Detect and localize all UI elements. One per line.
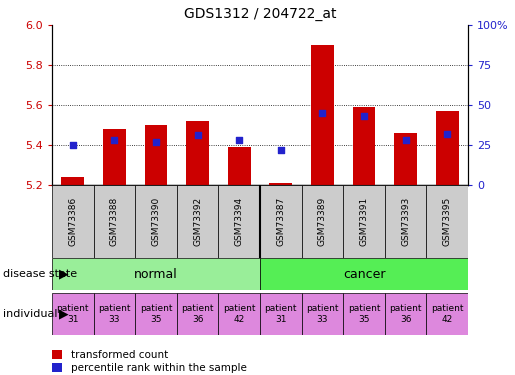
FancyBboxPatch shape <box>52 293 94 335</box>
Bar <box>353 107 375 185</box>
Text: patient
35: patient 35 <box>140 304 172 324</box>
FancyBboxPatch shape <box>177 185 218 258</box>
Text: patient
31: patient 31 <box>57 304 89 324</box>
Text: patient
42: patient 42 <box>431 304 464 324</box>
Text: GSM73392: GSM73392 <box>193 197 202 246</box>
Bar <box>145 125 167 185</box>
Point <box>360 113 368 119</box>
Text: GSM73391: GSM73391 <box>359 197 369 246</box>
FancyBboxPatch shape <box>52 258 260 290</box>
Text: patient
31: patient 31 <box>265 304 297 324</box>
Text: ▶: ▶ <box>59 267 69 280</box>
Text: GSM73394: GSM73394 <box>235 197 244 246</box>
Point <box>277 147 285 153</box>
Text: cancer: cancer <box>343 267 385 280</box>
FancyBboxPatch shape <box>426 185 468 258</box>
Legend: transformed count, percentile rank within the sample: transformed count, percentile rank withi… <box>52 350 247 374</box>
FancyBboxPatch shape <box>94 293 135 335</box>
Title: GDS1312 / 204722_at: GDS1312 / 204722_at <box>184 7 336 21</box>
Text: GSM73389: GSM73389 <box>318 197 327 246</box>
Point <box>443 131 451 137</box>
FancyBboxPatch shape <box>260 258 468 290</box>
Point <box>194 132 202 138</box>
FancyBboxPatch shape <box>94 185 135 258</box>
Bar <box>228 147 251 185</box>
FancyBboxPatch shape <box>218 293 260 335</box>
Bar <box>269 183 292 185</box>
Text: patient
42: patient 42 <box>223 304 255 324</box>
Text: patient
36: patient 36 <box>181 304 214 324</box>
Point <box>110 137 118 143</box>
Text: patient
36: patient 36 <box>389 304 422 324</box>
Text: patient
33: patient 33 <box>98 304 131 324</box>
FancyBboxPatch shape <box>260 293 302 335</box>
FancyBboxPatch shape <box>302 293 343 335</box>
FancyBboxPatch shape <box>177 293 218 335</box>
Text: GSM73393: GSM73393 <box>401 197 410 246</box>
FancyBboxPatch shape <box>343 185 385 258</box>
FancyBboxPatch shape <box>302 185 343 258</box>
Bar <box>61 177 84 185</box>
FancyBboxPatch shape <box>135 293 177 335</box>
Point <box>235 137 243 143</box>
Text: GSM73387: GSM73387 <box>277 197 285 246</box>
FancyBboxPatch shape <box>260 185 302 258</box>
Point <box>402 137 410 143</box>
Text: GSM73395: GSM73395 <box>443 197 452 246</box>
Text: normal: normal <box>134 267 178 280</box>
Text: patient
35: patient 35 <box>348 304 380 324</box>
FancyBboxPatch shape <box>385 293 426 335</box>
Bar <box>311 45 334 185</box>
Point <box>318 110 327 116</box>
Text: disease state: disease state <box>3 269 77 279</box>
FancyBboxPatch shape <box>426 293 468 335</box>
FancyBboxPatch shape <box>385 185 426 258</box>
FancyBboxPatch shape <box>52 185 94 258</box>
Text: GSM73388: GSM73388 <box>110 197 119 246</box>
Bar <box>103 129 126 185</box>
Text: GSM73390: GSM73390 <box>151 197 161 246</box>
Text: patient
33: patient 33 <box>306 304 339 324</box>
Point <box>68 142 77 148</box>
Bar <box>394 133 417 185</box>
FancyBboxPatch shape <box>135 185 177 258</box>
Bar <box>436 111 459 185</box>
Text: GSM73386: GSM73386 <box>68 197 77 246</box>
Bar <box>186 121 209 185</box>
Text: individual: individual <box>3 309 57 319</box>
FancyBboxPatch shape <box>343 293 385 335</box>
Text: ▶: ▶ <box>59 308 69 321</box>
Point <box>152 139 160 145</box>
FancyBboxPatch shape <box>218 185 260 258</box>
